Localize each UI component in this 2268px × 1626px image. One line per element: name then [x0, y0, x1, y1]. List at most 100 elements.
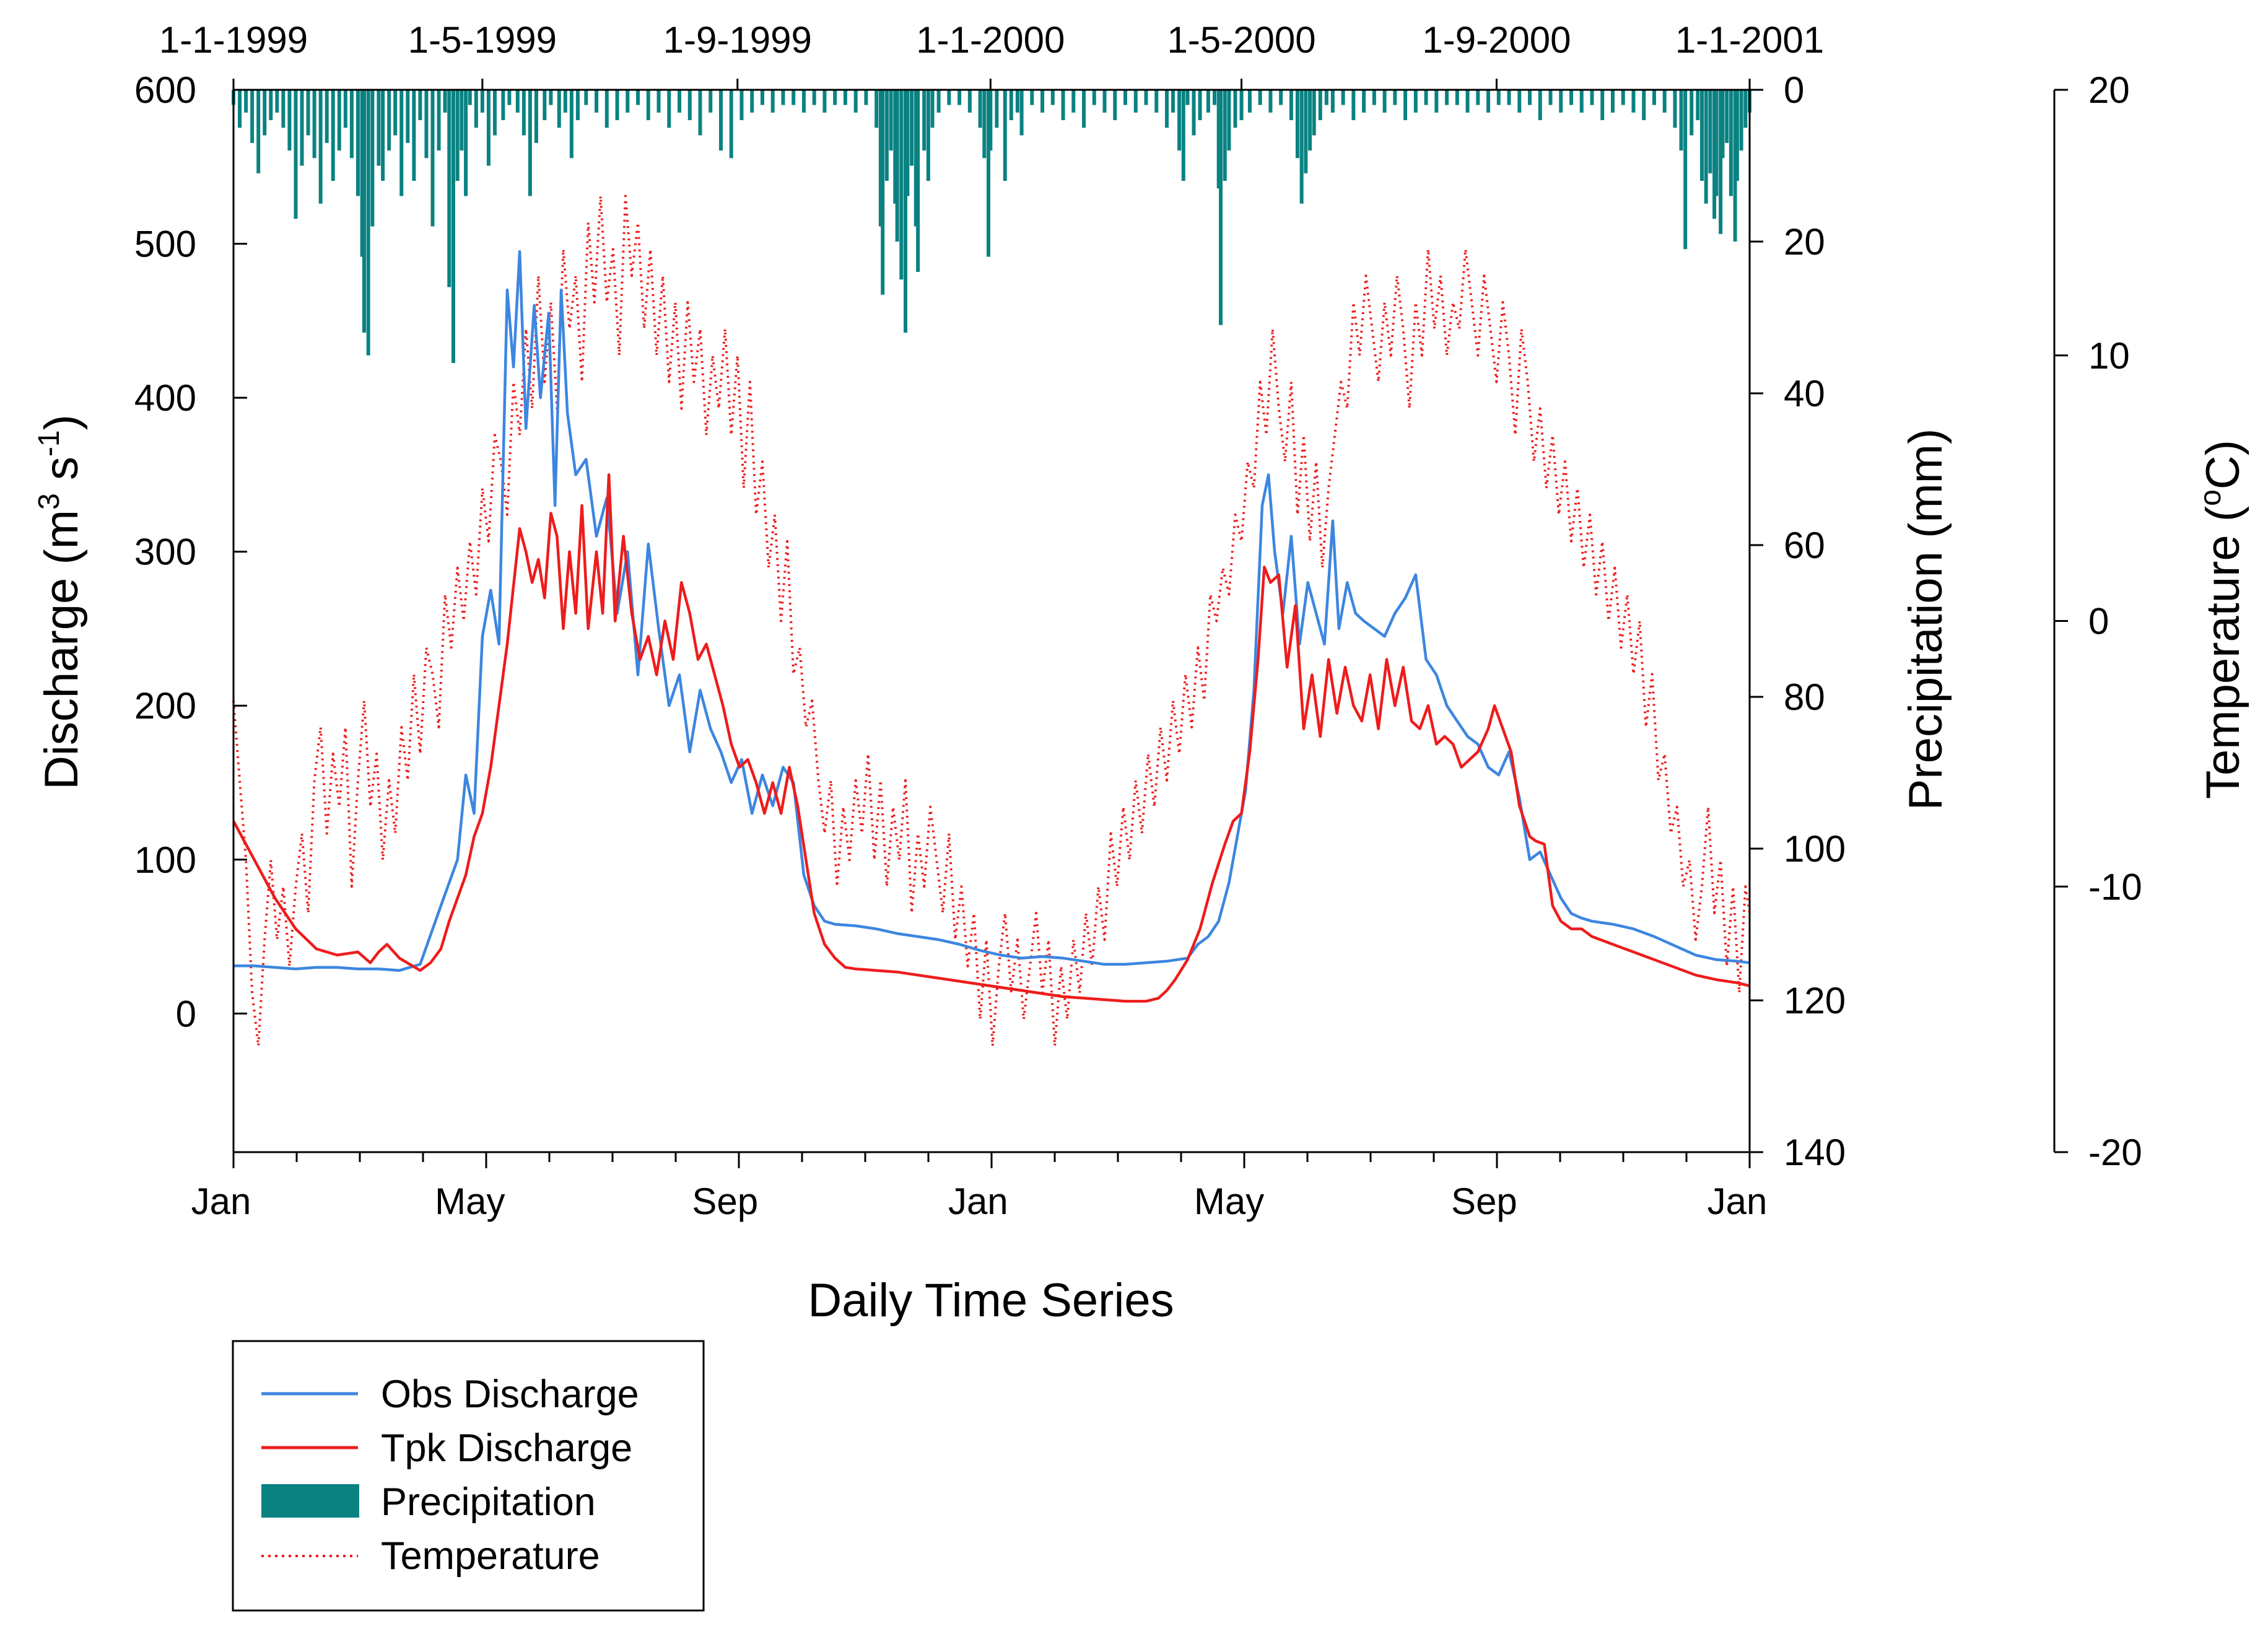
precipitation-bar [801, 90, 806, 113]
discharge-tick-label: 400 [134, 377, 196, 419]
precipitation-bar [1579, 90, 1584, 113]
precipitation-bar [377, 90, 381, 166]
precipitation-bar [1642, 90, 1646, 120]
legend-tpk-label: Tpk Discharge [381, 1427, 632, 1470]
precipitation-bar [947, 90, 951, 105]
precipitation-bar [1372, 90, 1376, 105]
precipitation-bar [853, 90, 858, 113]
precipitation-bar [1719, 90, 1723, 234]
precipitation-bar [1279, 90, 1283, 105]
legend-box [232, 1340, 705, 1612]
precipitation-bar [1662, 90, 1667, 113]
precipitation-bar [1258, 90, 1262, 105]
discharge-tick-label: 300 [134, 531, 196, 573]
precipitation-bar [406, 90, 410, 143]
precipitation-bar [1123, 90, 1127, 105]
precipitation-bar [1071, 90, 1076, 113]
precipitation-bar [418, 90, 422, 120]
precipitation-bar [1289, 90, 1293, 120]
precipitation-bar [1476, 90, 1480, 105]
precipitation-bar [1015, 90, 1019, 113]
precipitation-bar [468, 90, 472, 105]
discharge-label-text: Discharge (m [35, 510, 88, 790]
precipitation-bar [362, 90, 366, 333]
precipitation-bar [1631, 90, 1636, 113]
precipitation-bar [1538, 90, 1542, 120]
precipitation-bar [1324, 90, 1328, 105]
precipitation-bar [1113, 90, 1117, 120]
precipitation-bar [1213, 90, 1216, 105]
precipitation-bar [729, 90, 733, 159]
precipitation-bar [1019, 90, 1024, 136]
precipitation-bar [1679, 90, 1683, 151]
precipitation-bar [995, 90, 999, 128]
precipitation-bar [492, 90, 497, 136]
temperature-axis-ticks: -20 -10 0 10 20 [2054, 69, 2142, 1173]
precipitation-bar [521, 90, 526, 136]
precipitation-bar [486, 90, 491, 166]
precipitation-bar [1206, 90, 1210, 113]
discharge-tick-label: 200 [134, 685, 196, 727]
precipitation-bar [1673, 90, 1677, 128]
precipitation-bar [1133, 90, 1138, 113]
precipitation-bar [874, 90, 879, 128]
precipitation-bar [1299, 90, 1304, 204]
legend-temperature-label: Temperature [381, 1534, 600, 1578]
temperature-tick-label: 0 [2088, 601, 2109, 642]
precipitation-bar [1192, 90, 1196, 136]
precipitation-bar [437, 90, 441, 151]
precipitation-bar [451, 90, 455, 363]
precipitation-bar [1699, 90, 1704, 181]
tpk-discharge-series [232, 473, 1750, 1003]
precipitation-bar [1486, 90, 1491, 113]
precipitation-bar [480, 90, 484, 113]
precipitation-bar [1712, 90, 1717, 219]
precipitation-bar [1393, 90, 1397, 105]
precipitation-bar [287, 90, 292, 151]
precipitation-bar [895, 90, 899, 242]
month-tick-label: Jan [948, 1181, 1008, 1222]
precipitation-bar [739, 90, 744, 120]
temperature-tick-label: -20 [2088, 1132, 2142, 1173]
precipitation-bar [460, 90, 464, 151]
precipitation-bar [636, 90, 640, 105]
precipitation-bar [1517, 90, 1522, 113]
discharge-axis-ticks: 0 100 200 300 400 500 600 [134, 69, 247, 1034]
precipitation-bar [281, 90, 286, 128]
precipitation-bar [1610, 90, 1615, 113]
precipitation-bar [884, 90, 889, 181]
discharge-label-sup2: -1 [33, 430, 66, 457]
precipitation-bar [355, 90, 360, 196]
temperature-tick-label: -10 [2088, 866, 2142, 907]
precipitation-bar [792, 90, 796, 105]
precipitation-bar [978, 90, 982, 128]
precipitation-bar [412, 90, 416, 181]
precipitation-bar [1559, 90, 1563, 113]
precipitation-bar [549, 90, 553, 105]
precipitation-tick-label: 60 [1784, 525, 1825, 566]
precipitation-bar [1743, 90, 1748, 128]
precipitation-bar [812, 90, 816, 105]
precipitation-bar [1725, 90, 1729, 143]
precipitation-bar [1102, 90, 1107, 113]
precipitation-bar [528, 90, 532, 196]
precipitation-bar [1690, 90, 1694, 136]
date-tick-label: 1-9-2000 [1422, 19, 1571, 61]
temperature-series [232, 195, 1751, 1047]
precipitation-bar [910, 90, 914, 166]
precipitation-bar [250, 90, 255, 143]
precipitation-bar [1714, 90, 1719, 196]
precipitation-bar [957, 90, 962, 105]
precipitation-bar [393, 90, 398, 136]
precipitation-bar [922, 90, 927, 151]
month-tick-label: Sep [692, 1181, 758, 1222]
precipitation-bar [343, 90, 347, 128]
precipitation-bar [1729, 90, 1733, 196]
precipitation-bar [1445, 90, 1449, 105]
precipitation-bar [930, 90, 935, 128]
precipitation-bar [1739, 90, 1743, 151]
precipitation-bar [1708, 90, 1712, 173]
precipitation-bar [275, 90, 279, 113]
